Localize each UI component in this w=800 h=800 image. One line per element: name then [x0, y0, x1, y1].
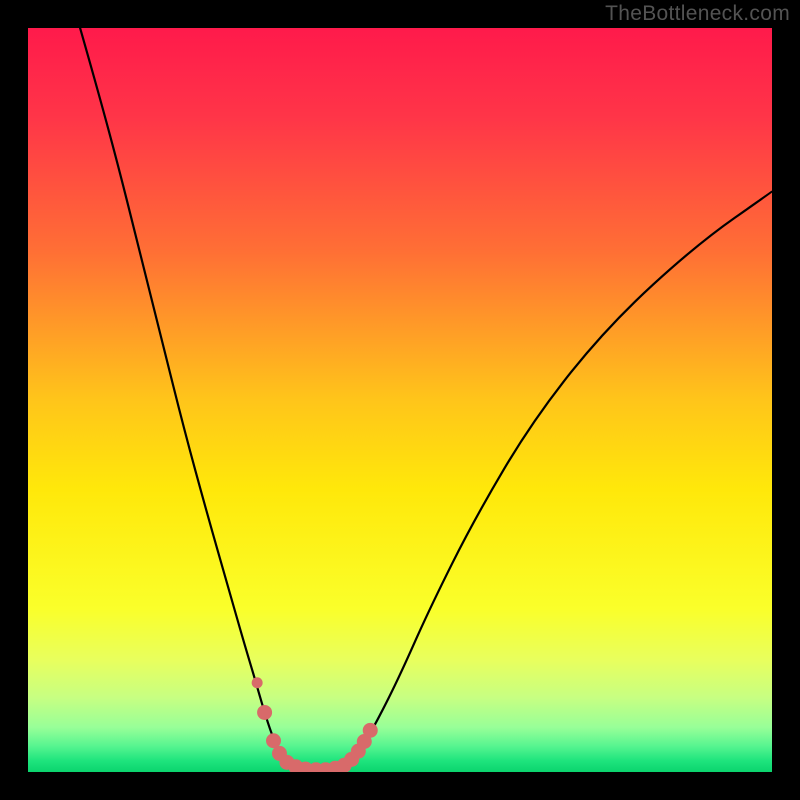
plot-frame [28, 28, 772, 772]
gradient-background [28, 28, 772, 772]
trough-marker [257, 705, 272, 720]
canvas: TheBottleneck.com [0, 0, 800, 800]
watermark-text: TheBottleneck.com [605, 2, 790, 26]
chart-svg [28, 28, 772, 772]
isolated-dot [252, 677, 263, 688]
trough-marker [363, 723, 378, 738]
